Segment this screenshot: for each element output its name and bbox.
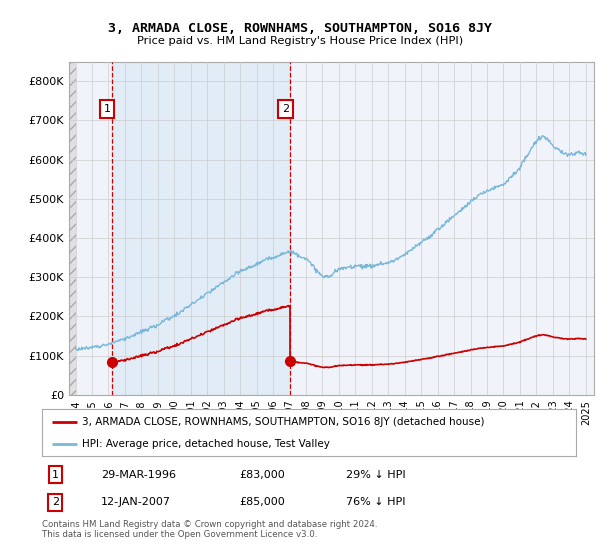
Text: £83,000: £83,000 bbox=[239, 470, 286, 480]
Text: 3, ARMADA CLOSE, ROWNHAMS, SOUTHAMPTON, SO16 8JY: 3, ARMADA CLOSE, ROWNHAMS, SOUTHAMPTON, … bbox=[108, 22, 492, 35]
Text: 29-MAR-1996: 29-MAR-1996 bbox=[101, 470, 176, 480]
Text: £85,000: £85,000 bbox=[239, 497, 286, 507]
Text: 2: 2 bbox=[281, 104, 289, 114]
Text: 2: 2 bbox=[52, 497, 59, 507]
Text: HPI: Average price, detached house, Test Valley: HPI: Average price, detached house, Test… bbox=[82, 438, 330, 449]
Text: 3, ARMADA CLOSE, ROWNHAMS, SOUTHAMPTON, SO16 8JY (detached house): 3, ARMADA CLOSE, ROWNHAMS, SOUTHAMPTON, … bbox=[82, 417, 485, 427]
Text: 12-JAN-2007: 12-JAN-2007 bbox=[101, 497, 171, 507]
Text: 1: 1 bbox=[52, 470, 59, 480]
Bar bbox=[112, 62, 290, 395]
Text: Contains HM Land Registry data © Crown copyright and database right 2024.
This d: Contains HM Land Registry data © Crown c… bbox=[42, 520, 377, 539]
Text: Price paid vs. HM Land Registry's House Price Index (HPI): Price paid vs. HM Land Registry's House … bbox=[137, 36, 463, 46]
Text: 29% ↓ HPI: 29% ↓ HPI bbox=[346, 470, 406, 480]
Text: 1: 1 bbox=[104, 104, 110, 114]
Text: 76% ↓ HPI: 76% ↓ HPI bbox=[346, 497, 406, 507]
